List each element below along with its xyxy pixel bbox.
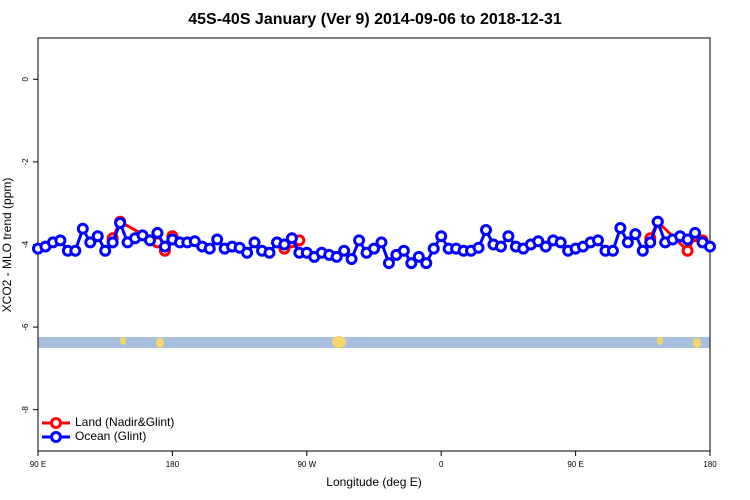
chart-title: 45S-40S January (Ver 9) 2014-09-06 to 20… <box>188 11 562 28</box>
y-axis-label: XCO2 - MLO trend (ppm) <box>0 178 14 313</box>
point <box>494 240 507 253</box>
point <box>427 242 440 255</box>
point <box>114 217 127 230</box>
x-tick-label: 180 <box>703 460 717 469</box>
x-tick-label: 90 E <box>30 460 46 469</box>
point <box>211 233 224 246</box>
point <box>397 244 410 257</box>
x-tick-label: 180 <box>166 460 180 469</box>
land-patch <box>120 337 126 345</box>
point <box>151 226 164 239</box>
point <box>636 244 649 257</box>
point <box>614 221 627 234</box>
point <box>621 236 634 249</box>
land-patch <box>156 338 164 348</box>
point <box>472 241 485 254</box>
surface-band <box>38 337 710 348</box>
point <box>84 236 97 249</box>
point <box>330 250 343 263</box>
point <box>435 230 448 243</box>
x-tick-label: 0 <box>439 460 444 469</box>
point <box>629 228 642 241</box>
point <box>338 244 351 257</box>
point <box>704 240 716 253</box>
point <box>263 246 276 259</box>
y-tick-label: -2 <box>21 158 30 166</box>
point <box>554 236 567 249</box>
point <box>502 230 515 243</box>
point <box>375 236 388 249</box>
point <box>420 257 433 270</box>
land-patch <box>693 338 701 348</box>
point <box>248 236 261 249</box>
x-tick-label: 90 E <box>567 460 583 469</box>
x-axis-label: Longitude (deg E) <box>326 475 421 489</box>
legend-label: Ocean (Glint) <box>75 429 146 443</box>
y-tick-label: 0 <box>21 77 30 82</box>
point <box>681 244 694 257</box>
point <box>54 234 67 247</box>
point <box>592 234 604 247</box>
point <box>203 242 216 255</box>
point <box>480 224 492 237</box>
x-tick-label: 90 W <box>297 460 316 469</box>
y-tick-label: -8 <box>21 406 30 414</box>
point <box>539 240 552 253</box>
point <box>405 257 418 270</box>
y-tick-label: -4 <box>21 240 30 248</box>
point <box>681 233 694 246</box>
point <box>651 215 664 228</box>
point <box>144 234 156 247</box>
point <box>382 257 395 270</box>
point <box>345 252 358 265</box>
point <box>368 242 380 255</box>
point <box>644 236 657 249</box>
point <box>353 234 366 247</box>
point <box>99 244 112 257</box>
point <box>241 246 254 259</box>
legend-marker <box>50 431 62 443</box>
point <box>69 244 82 257</box>
point <box>689 226 702 239</box>
point <box>532 235 545 248</box>
point <box>76 222 89 235</box>
point <box>188 235 201 248</box>
point <box>285 232 298 245</box>
y-tick-label: -6 <box>21 323 30 331</box>
land-patch <box>332 336 346 348</box>
point <box>278 238 291 251</box>
legend-marker <box>50 417 62 429</box>
land-patch <box>657 337 663 345</box>
legend-label: Land (Nadir&Glint) <box>75 415 174 429</box>
point <box>106 236 119 249</box>
point <box>606 244 619 257</box>
point <box>412 250 425 263</box>
point <box>91 230 104 243</box>
point <box>158 240 171 253</box>
